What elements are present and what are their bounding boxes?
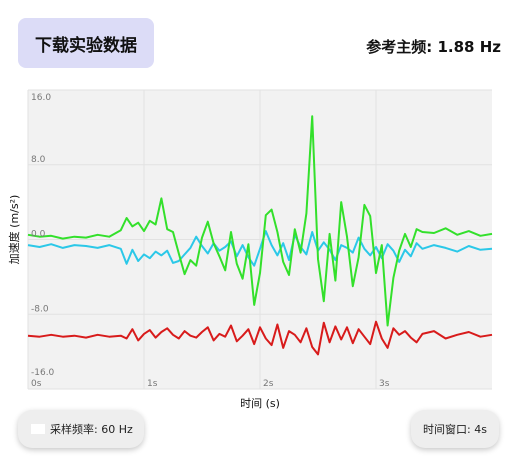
sample-rate-swatch [31, 424, 45, 434]
sample-rate-control[interactable]: 采样频率: 60 Hz [18, 410, 144, 448]
y-tick-label: 16.0 [31, 93, 51, 103]
sample-rate-label: 采样频率: 60 Hz [50, 423, 133, 436]
x-tick-label: 2s [263, 379, 274, 389]
series-line-2 [27, 230, 493, 267]
y-tick-label: -8.0 [31, 304, 49, 314]
y-tick-label: 8.0 [31, 155, 46, 165]
series-line-3 [27, 115, 493, 327]
x-tick-label: 1s [147, 379, 158, 389]
reference-frequency-label: 参考主频: 1.88 Hz [366, 38, 501, 56]
x-tick-label: 0s [31, 379, 42, 389]
time-window-control[interactable]: 时间窗口: 4s [411, 410, 499, 448]
download-data-button[interactable]: 下载实验数据 [18, 18, 154, 68]
x-axis-label: 时间 (s) [240, 397, 280, 410]
y-tick-label: -16.0 [31, 368, 55, 378]
series-line-1 [27, 320, 493, 356]
y-axis-label: 加速度 (m/s²) [7, 195, 21, 265]
x-tick-label: 3s [379, 379, 390, 389]
y-tick-label: 0.0 [31, 230, 46, 240]
time-window-label: 时间窗口: 4s [423, 423, 487, 436]
